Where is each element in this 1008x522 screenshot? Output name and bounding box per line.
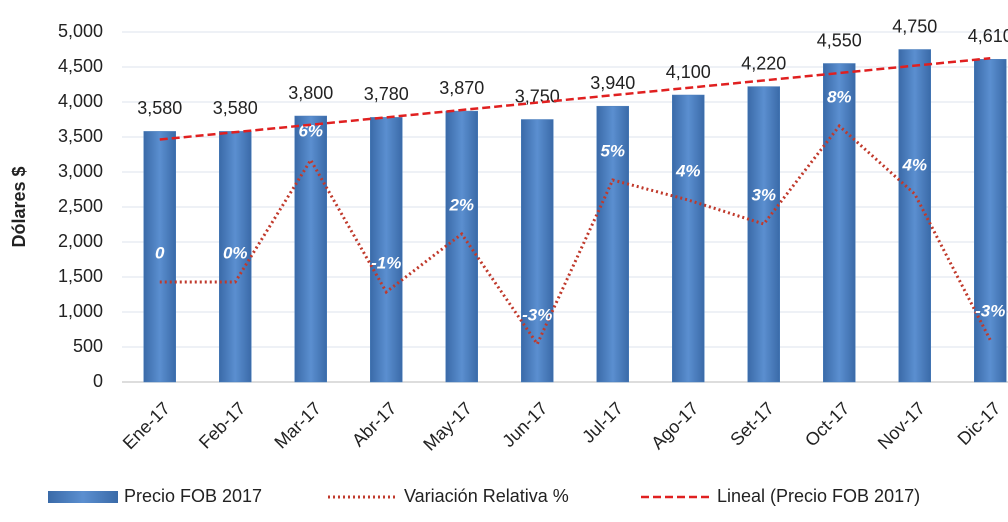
data-label: 8% [827,87,852,106]
x-tick-label: Ene-17 [119,398,174,453]
bar [143,131,176,383]
y-axis-label: Dólares $ [9,166,29,247]
data-label: 3,580 [213,98,258,118]
bar [294,115,327,383]
data-label: 0% [223,243,248,262]
legend-label: Lineal (Precio FOB 2017) [717,486,920,506]
x-tick-label: Abr-17 [348,398,400,450]
data-label: 3% [751,185,776,204]
y-tick-label: 2,000 [58,231,103,251]
y-tick-label: 2,500 [58,196,103,216]
bar [672,94,705,383]
y-tick-label: 0 [93,371,103,391]
x-tick-label: May-17 [419,398,476,455]
bar [823,63,856,383]
variation-line [159,123,992,348]
data-label: 3,800 [288,83,333,103]
x-tick-label: Dic-17 [954,398,1005,449]
x-tick-label: Jun-17 [498,398,551,451]
data-label: 3,780 [364,84,409,104]
data-label: 0 [155,243,165,262]
data-label: 4,750 [892,16,937,36]
trend-line [159,57,991,141]
data-label: 4,220 [741,53,786,73]
legend-label: Precio FOB 2017 [124,486,262,506]
bar [445,110,478,383]
bar [747,86,780,383]
legend-label: Variación Relativa % [404,486,569,506]
y-tick-label: 5,000 [58,21,103,41]
bar [596,105,629,383]
data-label: 3,870 [439,78,484,98]
bar [898,49,931,383]
bar [521,119,554,383]
data-label: 5% [600,141,625,160]
y-tick-label: 1,000 [58,301,103,321]
data-label: -1% [371,253,401,272]
data-label: 2% [448,195,474,214]
data-label: 4% [901,155,927,174]
bar [974,59,1007,383]
data-label: 3,940 [590,73,635,93]
x-tick-label: Jul-17 [578,398,627,447]
y-tick-label: 3,500 [58,126,103,146]
data-label: 4,610 [968,26,1008,46]
data-label: 4,550 [817,30,862,50]
y-tick-label: 3,000 [58,161,103,181]
y-tick-label: 4,000 [58,91,103,111]
data-label: -3% [975,301,1005,320]
y-tick-label: 500 [73,336,103,356]
x-tick-label: Nov-17 [874,398,929,453]
x-tick-label: Set-17 [726,398,778,450]
y-tick-label: 1,500 [58,266,103,286]
data-label: 4,100 [666,62,711,82]
legend-swatch [48,491,118,503]
data-label: -3% [522,305,552,324]
bar [370,117,403,383]
bar [219,131,252,383]
data-label: 4% [675,161,701,180]
data-label: 3,580 [137,98,182,118]
x-tick-label: Mar-17 [270,398,324,452]
x-tick-label: Feb-17 [195,398,249,452]
x-tick-label: Ago-17 [647,398,702,453]
y-tick-label: 4,500 [58,56,103,76]
x-tick-label: Oct-17 [801,398,853,450]
